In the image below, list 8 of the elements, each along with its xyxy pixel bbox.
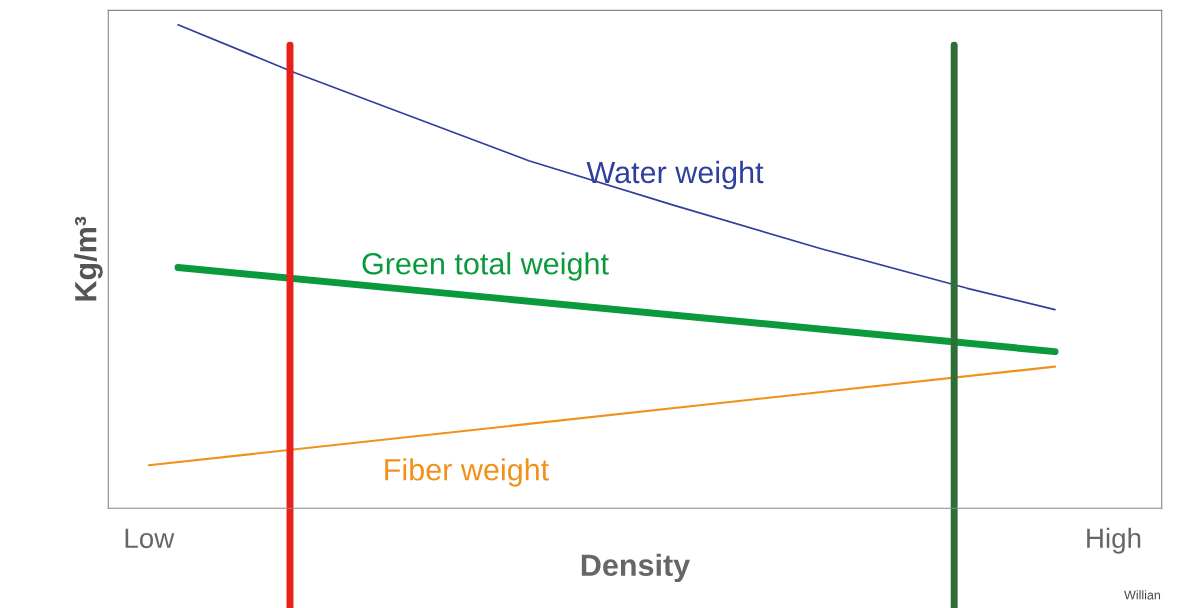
series-label: Fiber weight	[385, 458, 549, 487]
y-axis-title: Kg/m³	[74, 216, 103, 301]
x-tick-label: High	[1087, 527, 1141, 554]
series-label: Water weight	[586, 160, 764, 190]
x-tick-label: Low	[125, 528, 175, 549]
series-label: Green total weight	[362, 252, 609, 281]
text: Willian	[1124, 590, 1161, 600]
x-axis-title: Density	[581, 553, 691, 583]
